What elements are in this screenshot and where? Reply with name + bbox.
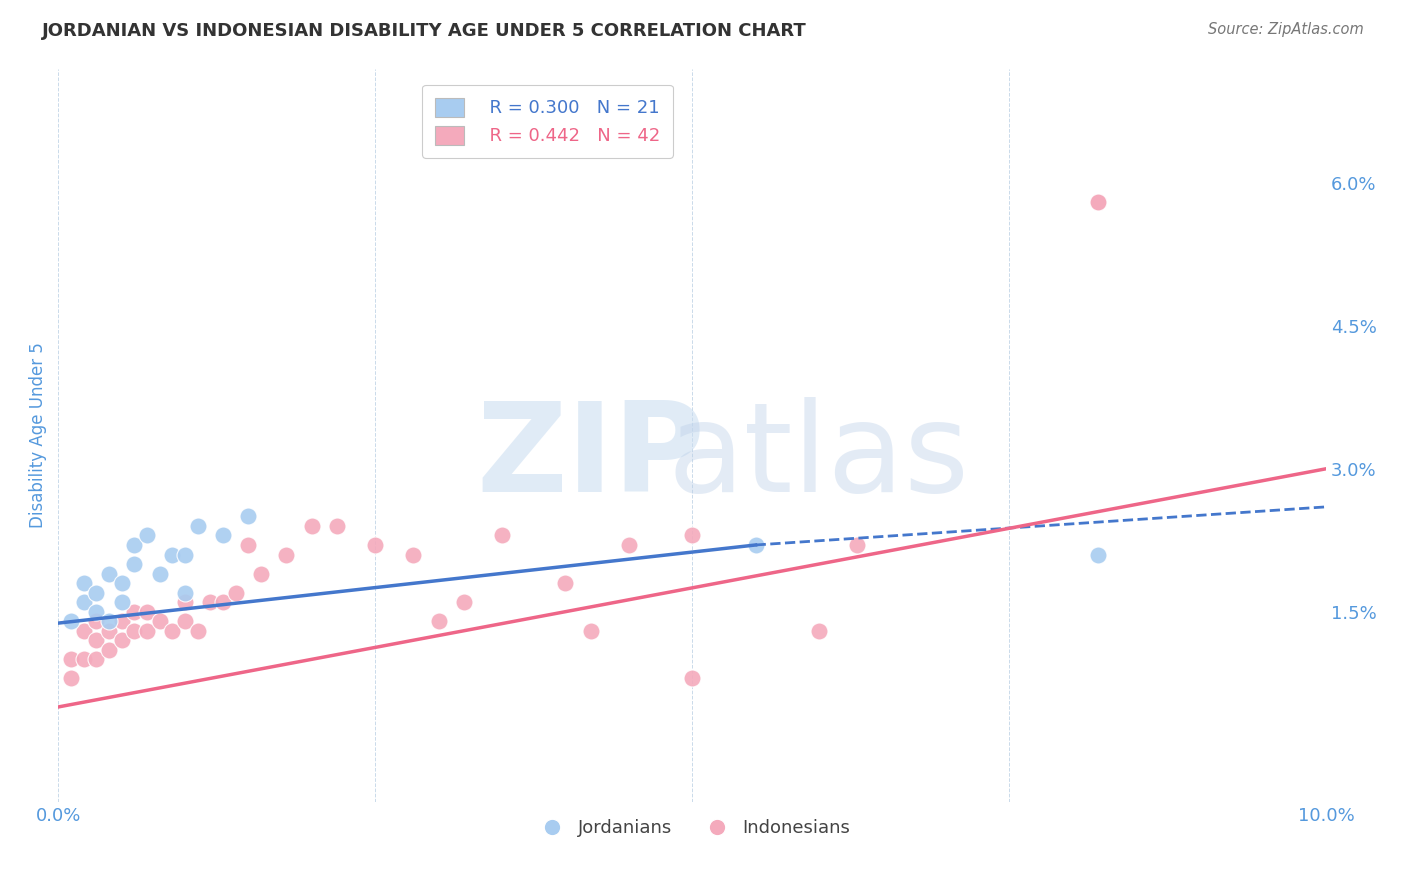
- Point: [110, 595, 132, 609]
- Point: [225, 585, 247, 599]
- Text: atlas: atlas: [668, 397, 970, 518]
- Point: [97, 614, 120, 628]
- Point: [72, 624, 94, 638]
- Point: [59, 652, 82, 666]
- Point: [1087, 194, 1109, 209]
- Point: [136, 624, 159, 638]
- Point: [84, 633, 107, 648]
- Point: [59, 672, 82, 686]
- Point: [72, 652, 94, 666]
- Point: [149, 566, 172, 581]
- Point: [238, 538, 260, 552]
- Point: [187, 624, 209, 638]
- Point: [617, 538, 640, 552]
- Point: [250, 566, 273, 581]
- Point: [174, 585, 197, 599]
- Point: [136, 605, 159, 619]
- Point: [744, 538, 766, 552]
- Point: [174, 595, 197, 609]
- Point: [110, 614, 132, 628]
- Point: [84, 585, 107, 599]
- Point: [1087, 194, 1109, 209]
- Text: Source: ZipAtlas.com: Source: ZipAtlas.com: [1208, 22, 1364, 37]
- Point: [579, 624, 602, 638]
- Point: [238, 509, 260, 524]
- Point: [276, 548, 298, 562]
- Point: [136, 528, 159, 542]
- Point: [84, 614, 107, 628]
- Point: [554, 576, 576, 591]
- Point: [97, 566, 120, 581]
- Point: [200, 595, 222, 609]
- Point: [122, 557, 145, 571]
- Point: [681, 528, 703, 542]
- Point: [84, 652, 107, 666]
- Point: [162, 624, 184, 638]
- Point: [364, 538, 387, 552]
- Point: [326, 519, 349, 533]
- Text: ZIP: ZIP: [477, 397, 706, 518]
- Point: [84, 605, 107, 619]
- Point: [491, 528, 513, 542]
- Point: [149, 614, 172, 628]
- Point: [174, 548, 197, 562]
- Point: [187, 519, 209, 533]
- Point: [402, 548, 425, 562]
- Point: [122, 605, 145, 619]
- Point: [1087, 548, 1109, 562]
- Legend: Jordanians, Indonesians: Jordanians, Indonesians: [527, 812, 858, 845]
- Point: [301, 519, 323, 533]
- Point: [427, 614, 450, 628]
- Point: [162, 548, 184, 562]
- Point: [59, 614, 82, 628]
- Point: [122, 624, 145, 638]
- Text: JORDANIAN VS INDONESIAN DISABILITY AGE UNDER 5 CORRELATION CHART: JORDANIAN VS INDONESIAN DISABILITY AGE U…: [42, 22, 807, 40]
- Point: [453, 595, 475, 609]
- Point: [846, 538, 869, 552]
- Point: [97, 624, 120, 638]
- Point: [110, 576, 132, 591]
- Point: [681, 672, 703, 686]
- Point: [72, 595, 94, 609]
- Point: [174, 614, 197, 628]
- Point: [72, 576, 94, 591]
- Point: [807, 624, 830, 638]
- Y-axis label: Disability Age Under 5: Disability Age Under 5: [30, 343, 46, 528]
- Point: [212, 528, 235, 542]
- Point: [212, 595, 235, 609]
- Point: [97, 642, 120, 657]
- Point: [122, 538, 145, 552]
- Point: [110, 633, 132, 648]
